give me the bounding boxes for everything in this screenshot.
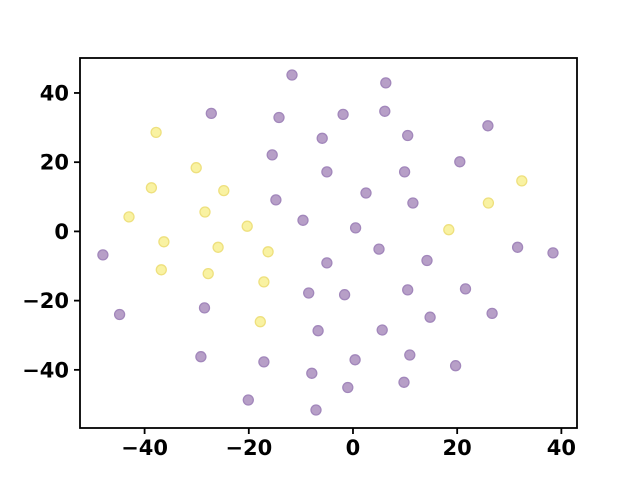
data-point-class-yellow: [258, 276, 270, 288]
y-tick-label: −20: [22, 289, 69, 313]
data-point-class-yellow: [190, 162, 202, 174]
data-point-class-purple: [113, 308, 126, 321]
data-point-class-purple: [321, 257, 333, 269]
x-tick-label: 40: [547, 436, 576, 460]
data-point-class-yellow: [199, 206, 211, 218]
data-point-class-purple: [449, 360, 462, 372]
data-point-class-purple: [404, 349, 416, 361]
data-point-class-purple: [205, 107, 217, 120]
data-point-class-purple: [310, 404, 322, 416]
data-point-class-purple: [337, 108, 349, 121]
data-point-class-purple: [402, 129, 414, 142]
data-point-class-purple: [198, 302, 211, 314]
data-points-layer: [97, 69, 559, 416]
data-point-class-purple: [306, 367, 318, 379]
data-point-class-purple: [266, 149, 278, 161]
data-point-class-purple: [398, 376, 410, 388]
data-point-class-purple: [258, 356, 270, 368]
data-point-class-yellow: [155, 264, 167, 276]
data-point-class-yellow: [516, 175, 528, 187]
data-point-class-yellow: [212, 241, 224, 253]
data-point-class-purple: [349, 222, 362, 234]
x-tick-label: 0: [346, 436, 361, 460]
data-point-class-yellow: [123, 211, 135, 223]
data-point-class-purple: [373, 243, 385, 255]
x-tick-label: −20: [225, 436, 272, 460]
data-point-class-purple: [424, 311, 436, 323]
y-tick-label: 20: [40, 151, 69, 175]
data-point-class-yellow: [262, 246, 274, 258]
data-point-class-yellow: [158, 236, 170, 248]
data-point-class-purple: [398, 166, 411, 178]
data-point-class-purple: [303, 287, 315, 299]
data-point-class-purple: [360, 187, 372, 199]
data-point-class-purple: [273, 111, 285, 124]
data-point-class-purple: [316, 132, 328, 144]
data-point-class-purple: [454, 156, 466, 168]
data-point-class-purple: [338, 289, 351, 301]
data-point-class-yellow: [241, 220, 253, 232]
data-point-class-purple: [286, 69, 298, 81]
y-tick-label: 40: [40, 81, 69, 105]
data-point-class-yellow: [218, 184, 230, 197]
data-point-class-purple: [242, 394, 254, 406]
data-point-class-purple: [342, 381, 354, 394]
data-point-class-yellow: [145, 182, 158, 194]
data-point-class-yellow: [202, 267, 214, 280]
data-point-class-purple: [379, 105, 391, 117]
data-point-class-purple: [380, 77, 392, 89]
data-point-class-purple: [421, 254, 433, 267]
data-point-class-yellow: [443, 224, 455, 236]
plot-frame: [79, 57, 578, 429]
data-point-class-purple: [547, 247, 559, 259]
data-point-class-purple: [297, 214, 309, 226]
data-point-class-yellow: [150, 126, 162, 139]
data-point-class-purple: [97, 249, 109, 261]
data-point-class-purple: [402, 284, 414, 296]
x-tick-label: 20: [443, 436, 472, 460]
data-point-class-purple: [459, 283, 472, 295]
data-point-class-purple: [321, 166, 333, 178]
data-point-class-purple: [407, 197, 419, 209]
axes-layer: −40 −20 0 20 40 −40 −20 0 20 40: [22, 57, 578, 460]
data-point-class-purple: [376, 324, 388, 336]
data-point-class-purple: [349, 354, 361, 366]
x-tick-label: −40: [121, 436, 168, 460]
data-point-class-purple: [511, 241, 524, 253]
data-point-class-purple: [195, 351, 207, 363]
data-point-class-purple: [312, 325, 324, 337]
data-point-class-purple: [482, 120, 494, 132]
data-point-class-yellow: [254, 316, 266, 328]
y-tick-label: 0: [54, 220, 69, 244]
y-tick-label: −40: [22, 358, 69, 382]
data-point-class-yellow: [482, 197, 495, 209]
data-point-class-purple: [486, 307, 498, 320]
data-point-class-purple: [270, 194, 282, 206]
